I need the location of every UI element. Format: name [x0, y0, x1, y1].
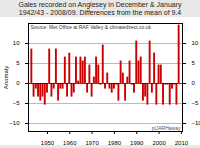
svg-text:p|JARHaway: p|JARHaway [152, 125, 181, 131]
svg-text:10: 10 [192, 40, 199, 46]
svg-text:−10: −10 [192, 120, 200, 126]
svg-text:1960: 1960 [63, 140, 77, 145]
svg-text:1950: 1950 [41, 140, 55, 145]
svg-text:−5: −5 [192, 100, 200, 106]
svg-text:2010: 2010 [175, 140, 189, 145]
svg-text:Anomaly: Anomaly [3, 66, 9, 89]
svg-text:1990: 1990 [130, 140, 144, 145]
svg-text:1970: 1970 [85, 140, 99, 145]
svg-text:10: 10 [13, 40, 20, 46]
svg-text:0: 0 [192, 80, 196, 86]
html-text:Gales recorded on Anglesey in: Gales recorded on Anglesey in December &… [18, 1, 182, 8]
svg-text:Source: Met Office at RAF Vall: Source: Met Office at RAF Valley & clima… [31, 24, 152, 30]
svg-text:1980: 1980 [108, 140, 122, 145]
svg-text:−5: −5 [13, 100, 21, 106]
svg-text:2000: 2000 [152, 140, 166, 145]
svg-text:5: 5 [192, 60, 196, 66]
svg-text:0: 0 [16, 80, 20, 86]
svg-text:−10: −10 [9, 120, 20, 126]
svg-text:5: 5 [16, 60, 20, 66]
html-text:1942/43 - 2008/09. Differences: 1942/43 - 2008/09. Differences from the … [18, 9, 182, 16]
